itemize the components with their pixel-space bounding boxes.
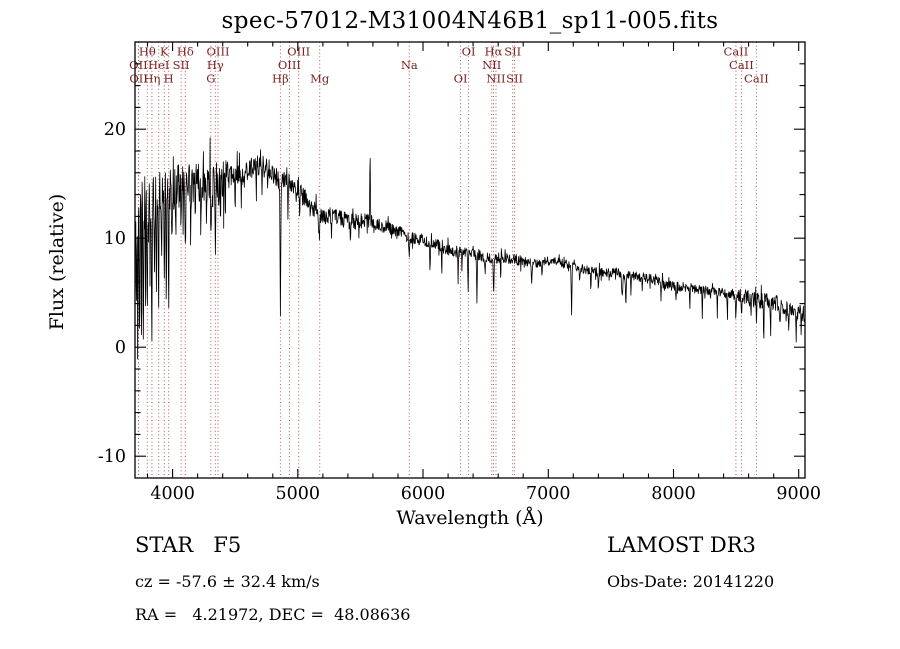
line-label-K: K xyxy=(160,45,169,59)
obs-date-text: Obs-Date: 20141220 xyxy=(607,572,775,591)
survey-label: LAMOST DR3 xyxy=(607,533,756,557)
line-label-HeI: HeI xyxy=(148,58,169,72)
line-label-Hη: Hη xyxy=(143,72,160,86)
line-label-OIII: OIII xyxy=(206,45,229,59)
line-label-OI: OI xyxy=(462,45,476,59)
line-label-CaII: CaII xyxy=(744,72,769,86)
line-label-Hδ: Hδ xyxy=(177,45,194,59)
spectrum-trace xyxy=(134,137,806,360)
ra-dec-text: RA = 4.21972, DEC = 48.08636 xyxy=(135,605,411,624)
line-label-NII: NII xyxy=(486,72,505,86)
plot-title: spec-57012-M31004N46B1_sp11-005.fits xyxy=(221,8,719,34)
x-axis-label: Wavelength (Å) xyxy=(396,507,544,529)
line-label-CaII: CaII xyxy=(729,58,754,72)
y-tick-label: 0 xyxy=(115,338,126,358)
line-label-OII: OII xyxy=(129,72,148,86)
line-label-Hθ: Hθ xyxy=(139,45,156,59)
line-label-OII: OII xyxy=(129,58,148,72)
y-tick-label: 20 xyxy=(104,120,126,140)
x-tick-label: 4000 xyxy=(150,484,195,504)
axis-ticks xyxy=(135,42,805,478)
line-label-SII: SII xyxy=(506,72,523,86)
line-label-Hγ: Hγ xyxy=(207,58,224,72)
x-tick-label: 5000 xyxy=(276,484,321,504)
line-label-OI: OI xyxy=(454,72,468,86)
line-label-Na: Na xyxy=(401,58,418,72)
y-tick-label: 10 xyxy=(104,229,126,249)
y-axis-label: Flux (relative) xyxy=(46,193,68,331)
line-label-NII: NII xyxy=(482,58,501,72)
line-label-Hα: Hα xyxy=(485,45,503,59)
line-label-OIII: OIII xyxy=(287,45,310,59)
spectral-line-markers xyxy=(137,42,757,478)
x-tick-label: 9000 xyxy=(776,484,821,504)
line-label-Hβ: Hβ xyxy=(272,72,289,86)
x-tick-label: 6000 xyxy=(401,484,446,504)
radial-velocity-text: cz = -57.6 ± 32.4 km/s xyxy=(135,572,320,591)
x-tick-label: 8000 xyxy=(651,484,696,504)
x-tick-label: 7000 xyxy=(526,484,571,504)
line-label-H: H xyxy=(164,72,174,86)
plot-frame xyxy=(134,41,806,479)
line-label-G: G xyxy=(206,72,215,86)
line-label-SII: SII xyxy=(504,45,521,59)
classification-label: STAR F5 xyxy=(135,533,242,557)
line-label-CaII: CaII xyxy=(724,45,749,59)
spectral-line-labels: OIIOIIHθHηHeIKHSIIHδGHγOIIIHβOIIIOIIIMgN… xyxy=(129,45,769,86)
line-label-Mg: Mg xyxy=(310,72,330,86)
line-label-SII: SII xyxy=(173,58,190,72)
y-tick-label: -10 xyxy=(98,447,126,467)
line-label-OIII: OIII xyxy=(278,58,301,72)
